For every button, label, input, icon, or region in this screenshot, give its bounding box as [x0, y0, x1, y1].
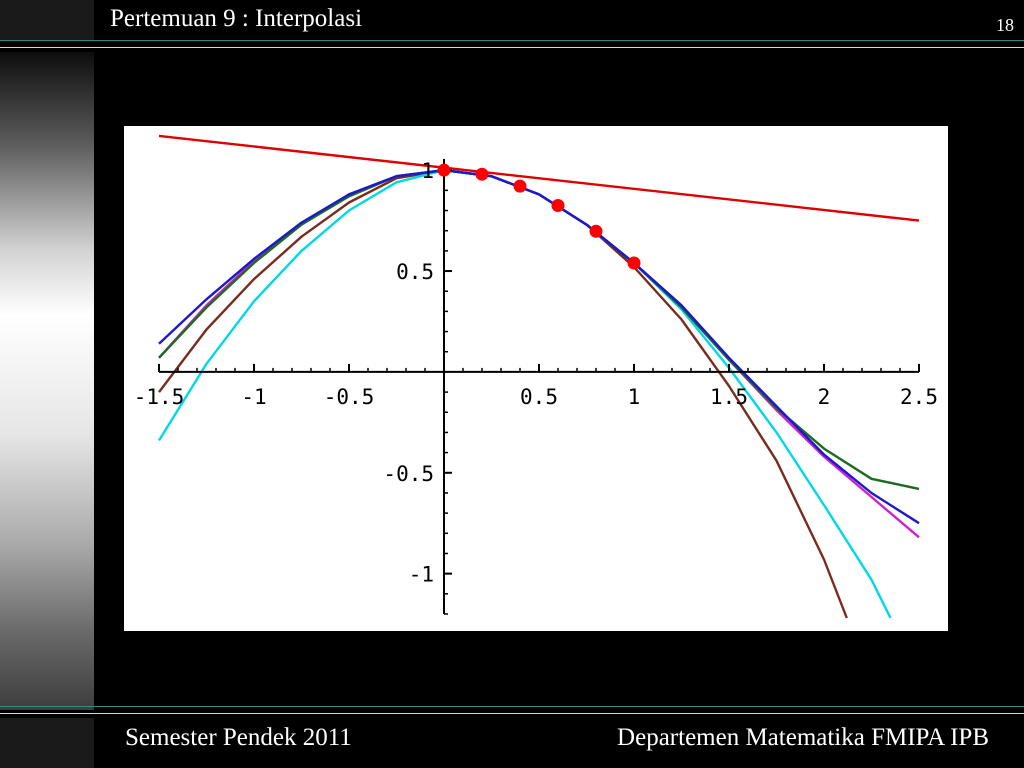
footer-divider-cyan [0, 706, 1024, 707]
series-line-5 [158, 169, 920, 491]
header-divider-white [0, 47, 1024, 48]
slide-title: Pertemuan 9 : Interpolasi [110, 5, 363, 32]
y-tick-label: -0.5 [383, 462, 434, 486]
x-tick-label: 1 [628, 385, 641, 409]
header-corner-block [0, 0, 94, 40]
series-line-6 [158, 169, 920, 525]
x-tick-label: -1 [241, 385, 266, 409]
x-tick-label: 2.5 [900, 385, 938, 409]
left-gradient-band [0, 52, 94, 710]
data-point [437, 163, 451, 177]
data-point [475, 167, 489, 181]
x-tick-label: 1.5 [710, 385, 748, 409]
x-tick-label: 0.5 [520, 385, 558, 409]
series-line-1 [158, 134, 920, 222]
y-tick-label: 0.5 [396, 260, 434, 284]
data-point [589, 224, 603, 238]
x-tick-label: -0.5 [324, 385, 375, 409]
x-tick-label: -1.5 [134, 385, 185, 409]
header-divider-cyan [0, 40, 1024, 41]
series-line-4 [158, 169, 920, 539]
footer-left-text: Semester Pendek 2011 [125, 724, 352, 751]
page-number: 18 [996, 15, 1014, 35]
chart-panel: -1.5 -1 -0.5 0.5 1 1.5 2 2.5 1 0.5 -0.5 -1 [124, 126, 948, 631]
data-point [551, 198, 565, 212]
point-layer [437, 163, 641, 270]
footer-right-text: Departemen Matematika FMIPA IPB [617, 724, 989, 751]
footer-divider-white [0, 713, 1024, 714]
y-tick-label: 1 [421, 159, 434, 183]
data-point [627, 256, 641, 270]
curve-layer [157, 134, 920, 619]
tick-layer: -1.5 -1 -0.5 0.5 1 1.5 2 2.5 1 0.5 -0.5 -1 [134, 159, 938, 615]
x-tick-label: 2 [818, 385, 831, 409]
footer-corner-block [0, 718, 94, 768]
interpolation-chart: -1.5 -1 -0.5 0.5 1 1.5 2 2.5 1 0.5 -0.5 -1 [134, 134, 938, 619]
y-tick-label: -1 [409, 563, 434, 587]
data-point [513, 179, 527, 193]
